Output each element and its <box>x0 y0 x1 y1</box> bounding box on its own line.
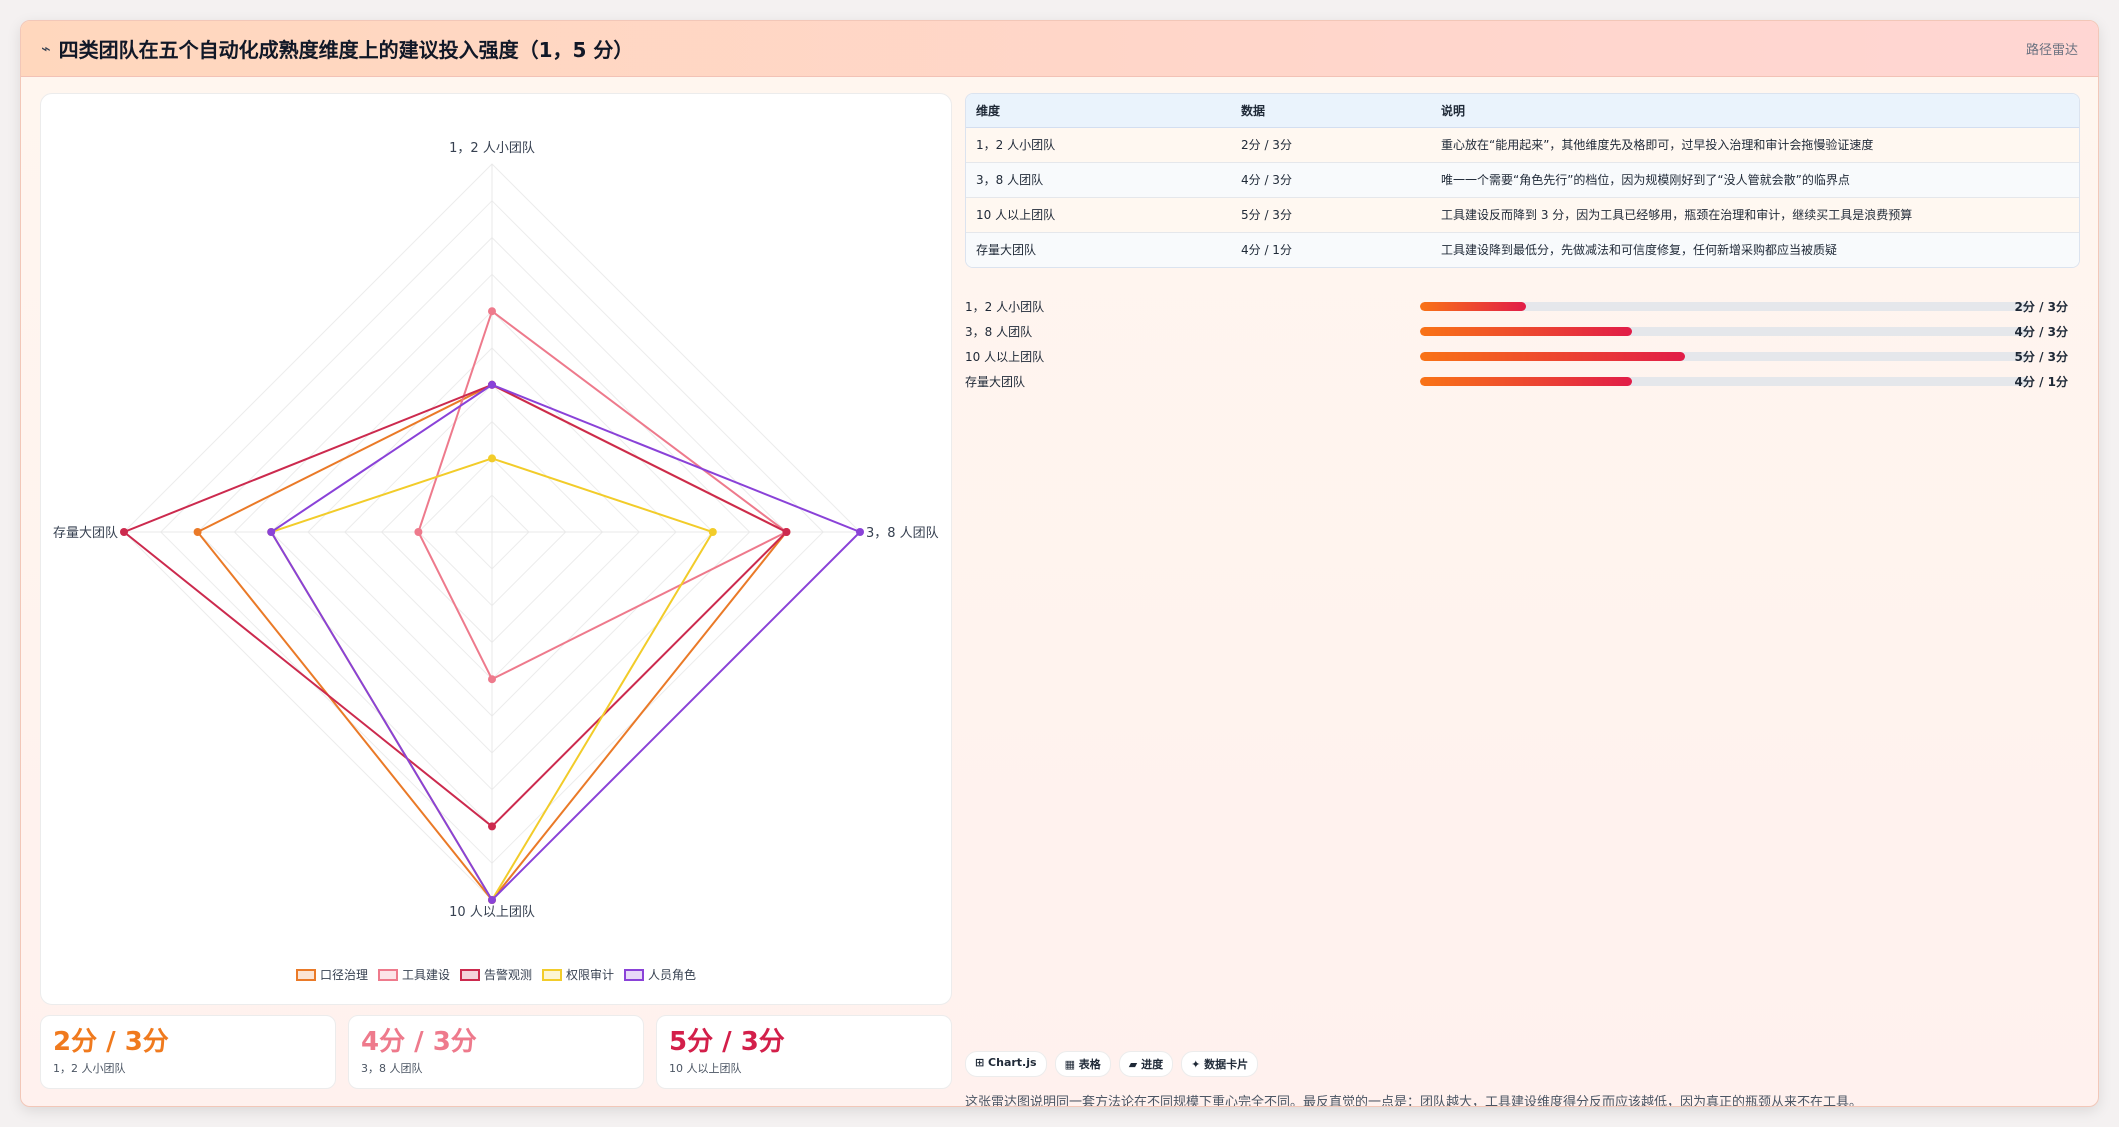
progress-value: 4分 / 1分 <box>2014 375 2068 389</box>
legend-label: 口径治理 <box>319 968 368 982</box>
legend-swatch <box>459 968 480 981</box>
column-header-dimension: 维度 <box>966 94 1231 128</box>
stat-card: 5分 / 3分 10 人以上团队 <box>656 1015 952 1089</box>
stat-cards: 2分 / 3分 1，2 人小团队 4分 / 3分 3，8 人团队 5分 / 3分… <box>40 1015 952 1089</box>
cell-data: 4分 / 3分 <box>1231 162 1431 198</box>
axis-label: 10 人以上团队 <box>449 905 535 920</box>
data-table: 维度 数据 说明 1，2 人小团队 2分 / 3分 重心放在“能用起来”，其他维… <box>965 93 2080 268</box>
chip-progress[interactable]: ▰ 进度 <box>1118 1051 1174 1077</box>
progress-track <box>1420 377 2030 386</box>
axis-label: 3，8 人团队 <box>866 526 939 541</box>
stat-card: 4分 / 3分 3，8 人团队 <box>348 1015 644 1089</box>
radar-chart-card: 1，2 人小团队 3，8 人团队 10 人以上团队 存量大团队 口径治理 工具建设 告警观… <box>40 93 952 1005</box>
cell-dimension: 存量大团队 <box>966 232 1231 267</box>
dashboard-frame: ⌁ 四类团队在五个自动化成熟度维度上的建议投入强度（1，5 分） 路径雷达 1，… <box>20 20 2099 1107</box>
data-point <box>120 528 128 536</box>
cell-dimension: 1，2 人小团队 <box>966 127 1231 163</box>
data-point <box>488 675 496 684</box>
cell-note: 工具建设反而降到 3 分，因为工具已经够用，瓶颈在治理和审计，继续买工具是浪费预… <box>1431 197 2079 233</box>
table-row: 10 人以上团队 5分 / 3分 工具建设反而降到 3 分，因为工具已经够用，瓶… <box>966 197 2079 233</box>
chart-legend: 口径治理 工具建设 告警观测 权限审计 人员角色 <box>41 966 951 983</box>
data-point <box>782 528 791 536</box>
progress-label: 10 人以上团队 <box>965 350 1045 364</box>
legend-item[interactable]: 口径治理 <box>295 966 368 983</box>
data-point <box>856 528 864 536</box>
column-header-note: 说明 <box>1431 94 2079 128</box>
axis-label: 存量大团队 <box>53 526 118 541</box>
progress-label: 3，8 人团队 <box>965 325 1033 339</box>
progress-fill <box>1420 352 1685 361</box>
cell-note: 重心放在“能用起来”，其他维度先及格即可，过早投入治理和审计会拖慢验证速度 <box>1431 127 2079 163</box>
progress-label: 1，2 人小团队 <box>965 300 1045 314</box>
legend-label: 工具建设 <box>401 968 450 982</box>
cell-note: 工具建设降到最低分，先做减法和可信度修复，任何新增采购都应当被质疑 <box>1431 232 2079 267</box>
progress-row: 3，8 人团队 4分 / 3分 <box>965 319 2080 344</box>
progress-track <box>1420 302 2030 311</box>
radar-icon: ⌁ <box>41 39 51 58</box>
table-header-row: 维度 数据 说明 <box>966 94 2079 128</box>
legend-item[interactable]: 权限审计 <box>542 966 614 983</box>
page-title: 四类团队在五个自动化成熟度维度上的建议投入强度（1，5 分） <box>58 38 634 62</box>
stat-label: 3，8 人团队 <box>361 1062 423 1075</box>
stat-label: 1，2 人小团队 <box>53 1062 126 1075</box>
table-row: 1，2 人小团队 2分 / 3分 重心放在“能用起来”，其他维度先及格即可，过早… <box>966 127 2079 163</box>
data-point <box>708 528 717 536</box>
data-point <box>488 380 496 389</box>
progress-row: 存量大团队 4分 / 1分 <box>965 369 2080 394</box>
progress-track <box>1420 352 2030 361</box>
stat-card: 2分 / 3分 1，2 人小团队 <box>40 1015 336 1089</box>
progress-label: 存量大团队 <box>965 375 1026 389</box>
progress-track <box>1420 327 2030 336</box>
progress-row: 10 人以上团队 5分 / 3分 <box>965 344 2080 369</box>
table-row: 存量大团队 4分 / 1分 工具建设降到最低分，先做减法和可信度修复，任何新增采… <box>966 232 2079 267</box>
cell-data: 4分 / 1分 <box>1231 232 1431 267</box>
table-row: 3，8 人团队 4分 / 3分 唯一一个需要“角色先行”的档位，因为规模刚好到了… <box>966 162 2079 198</box>
radar-chart: 1，2 人小团队 3，8 人团队 10 人以上团队 存量大团队 <box>53 141 939 920</box>
legend-item[interactable]: 人员角色 <box>624 966 696 983</box>
data-point <box>414 528 423 536</box>
cell-data: 5分 / 3分 <box>1231 197 1431 233</box>
legend-item[interactable]: 告警观测 <box>459 966 532 983</box>
header: ⌁ 四类团队在五个自动化成熟度维度上的建议投入强度（1，5 分） 路径雷达 <box>21 21 2098 77</box>
data-point <box>488 896 496 904</box>
legend-swatch <box>542 968 562 981</box>
chip-table[interactable]: ▦ 表格 <box>1054 1051 1111 1077</box>
data-point <box>488 822 496 831</box>
chip-data-card[interactable]: ✦ 数据卡片 <box>1181 1051 1259 1077</box>
progress-fill <box>1420 377 1632 386</box>
cell-dimension: 10 人以上团队 <box>966 197 1231 233</box>
legend-label: 人员角色 <box>648 968 697 982</box>
cell-data: 2分 / 3分 <box>1231 127 1431 163</box>
progress-fill <box>1420 302 1526 311</box>
legend-label: 告警观测 <box>483 968 532 982</box>
progress-value: 4分 / 3分 <box>2014 325 2068 339</box>
stat-value: 2分 / 3分 <box>53 1027 169 1057</box>
cell-note: 唯一一个需要“角色先行”的档位，因为规模刚好到了“没人管就会散”的临界点 <box>1431 162 2079 198</box>
data-point <box>488 454 496 463</box>
progress-list: 1，2 人小团队 2分 / 3分 3，8 人团队 4分 / 3分 10 人以上团… <box>965 294 2080 394</box>
legend-item[interactable]: 工具建设 <box>377 966 450 983</box>
stat-value: 4分 / 3分 <box>361 1027 477 1057</box>
chip-chartjs[interactable]: ⊞ Chart.js <box>965 1051 1047 1077</box>
progress-row: 1，2 人小团队 2分 / 3分 <box>965 294 2080 319</box>
legend-label: 权限审计 <box>566 968 615 982</box>
progress-value: 5分 / 3分 <box>2014 350 2068 364</box>
view-chips: ⊞ Chart.js ▦ 表格 ▰ 进度 ✦ 数据卡片 <box>965 1051 1259 1077</box>
progress-value: 2分 / 3分 <box>2014 300 2068 314</box>
stat-value: 5分 / 3分 <box>669 1027 785 1057</box>
cell-dimension: 3，8 人团队 <box>966 162 1231 198</box>
footnote: 这张雷达图说明同一套方法论在不同规模下重心完全不同。最反直觉的一点是：团队越大，… <box>965 1095 1863 1107</box>
stat-label: 10 人以上团队 <box>669 1062 742 1075</box>
column-header-data: 数据 <box>1231 94 1431 128</box>
data-point <box>267 528 276 536</box>
legend-swatch <box>377 968 398 981</box>
legend-swatch <box>624 968 645 981</box>
header-tag: 路径雷达 <box>2025 43 2078 58</box>
data-point <box>488 307 496 316</box>
progress-fill <box>1420 327 1632 336</box>
legend-swatch <box>295 968 316 981</box>
axis-label: 1，2 人小团队 <box>449 141 535 156</box>
data-point <box>193 528 202 536</box>
